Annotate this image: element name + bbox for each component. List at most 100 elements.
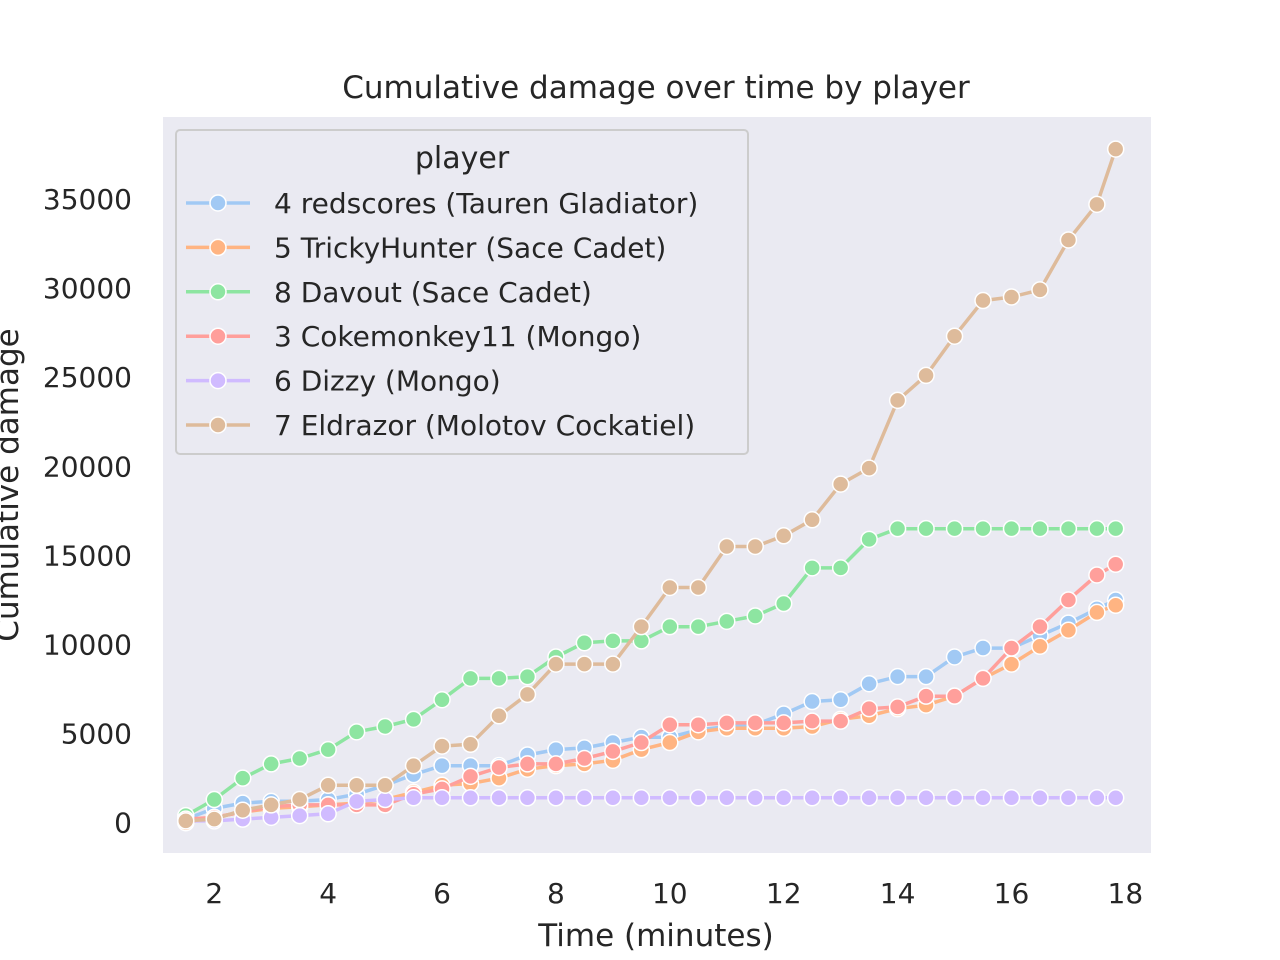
data-point — [917, 667, 935, 686]
data-point — [518, 667, 537, 686]
legend-title: player — [415, 141, 510, 176]
series-3 — [177, 519, 1125, 825]
legend-item: 4 redscores (Tauren Gladiator) — [186, 187, 698, 220]
legend-item: 5 TrickyHunter (Sace Cadet) — [186, 231, 666, 264]
data-point — [803, 511, 821, 529]
data-point — [888, 519, 907, 538]
data-point — [1088, 195, 1106, 214]
data-point — [1031, 617, 1049, 636]
data-point — [974, 291, 992, 310]
data-point — [661, 715, 679, 734]
data-point — [888, 789, 907, 807]
data-point — [1031, 519, 1049, 538]
data-point — [831, 789, 850, 807]
data-point — [632, 789, 651, 807]
data-point — [689, 715, 708, 734]
x-tick-label: 4 — [319, 877, 337, 910]
data-point — [1088, 566, 1106, 584]
data-point — [774, 594, 793, 613]
data-point — [860, 530, 878, 549]
data-point — [205, 790, 224, 809]
data-point — [718, 789, 736, 807]
data-point — [262, 796, 280, 814]
data-point — [917, 366, 935, 385]
data-point — [547, 755, 565, 773]
data-point — [974, 519, 992, 538]
data-point — [376, 776, 394, 795]
data-point — [376, 717, 394, 736]
data-point — [404, 789, 423, 807]
data-point — [319, 805, 337, 823]
legend-swatch-marker — [209, 371, 227, 390]
data-point — [233, 801, 252, 819]
legend-label: 4 redscores (Tauren Gladiator) — [274, 187, 698, 220]
x-tick-label: 16 — [994, 877, 1030, 910]
data-point — [945, 327, 964, 345]
data-point — [433, 756, 451, 775]
x-tick-label: 12 — [766, 877, 802, 910]
data-point — [1088, 789, 1106, 807]
data-point — [917, 519, 935, 538]
data-point — [1106, 555, 1125, 574]
legend-item: 6 Dizzy (Mongo) — [186, 365, 501, 398]
data-point — [888, 698, 907, 716]
data-point — [575, 749, 594, 768]
data-point — [746, 789, 764, 807]
x-tick-label: 18 — [1108, 877, 1144, 910]
data-point — [205, 810, 224, 828]
data-point — [461, 669, 480, 688]
data-point — [290, 806, 309, 825]
legend-swatch-marker — [209, 194, 227, 212]
data-point — [490, 758, 508, 777]
data-point — [575, 655, 594, 673]
data-point — [604, 632, 622, 650]
data-point — [547, 789, 565, 807]
data-point — [917, 789, 935, 807]
data-point — [490, 789, 508, 807]
x-tick-label: 6 — [433, 877, 451, 910]
data-point — [774, 527, 793, 545]
data-point — [774, 714, 793, 732]
data-point — [803, 789, 821, 807]
data-point — [290, 790, 309, 809]
data-point — [347, 723, 366, 741]
legend-swatch-marker — [209, 416, 227, 434]
x-axis-label: Time (minutes) — [537, 918, 773, 954]
data-point — [575, 789, 594, 807]
y-tick-label: 20000 — [43, 450, 132, 483]
data-point — [319, 776, 337, 795]
data-point — [1059, 231, 1078, 249]
data-point — [1002, 655, 1021, 673]
data-point — [1002, 789, 1021, 807]
x-tick-label: 8 — [547, 877, 565, 910]
x-tick-label: 2 — [205, 877, 223, 910]
data-point — [718, 612, 736, 631]
data-point — [518, 789, 537, 807]
y-tick-label: 10000 — [43, 628, 132, 661]
data-point — [831, 559, 850, 577]
data-point — [547, 655, 565, 673]
chart-title: Cumulative damage over time by player — [342, 70, 970, 106]
y-tick-label: 0 — [114, 807, 132, 840]
data-point — [945, 648, 964, 666]
x-axis: 2 4 6 8 10 12 14 16 18 — [205, 877, 1143, 910]
data-point — [604, 789, 622, 807]
data-point — [945, 789, 964, 807]
data-point — [1106, 519, 1125, 538]
legend-frame — [175, 129, 749, 455]
y-tick-label: 15000 — [43, 539, 132, 572]
series-layer — [177, 140, 1125, 832]
data-point — [490, 669, 508, 688]
data-point — [1059, 621, 1078, 639]
data-point — [1031, 789, 1049, 807]
legend-label: 8 Davout (Sace Cadet) — [274, 276, 592, 309]
series-line — [185, 598, 1117, 821]
data-point — [604, 742, 622, 761]
data-point — [746, 607, 764, 625]
legend-swatch-marker — [209, 238, 227, 257]
data-point — [632, 733, 651, 752]
data-point — [888, 391, 907, 410]
data-point — [1031, 637, 1049, 656]
